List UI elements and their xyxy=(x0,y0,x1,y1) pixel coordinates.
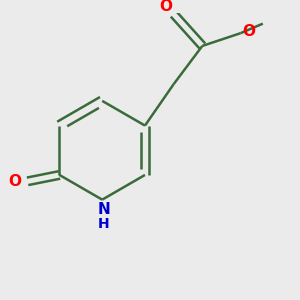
Text: N: N xyxy=(98,202,110,217)
Text: H: H xyxy=(98,217,110,230)
Text: O: O xyxy=(159,0,172,14)
Text: O: O xyxy=(242,24,255,39)
Text: O: O xyxy=(8,174,21,189)
